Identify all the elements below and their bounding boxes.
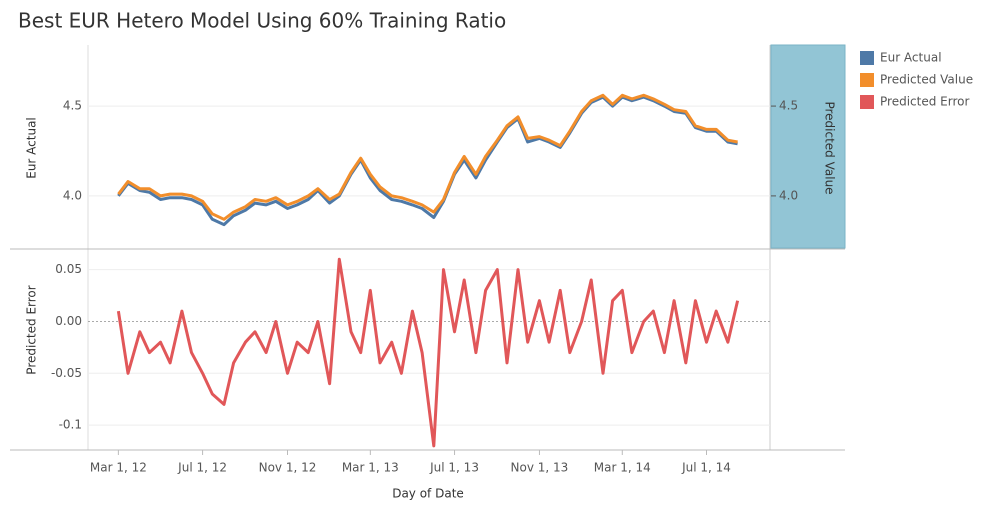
legend-label: Eur Actual	[880, 51, 942, 65]
chart-title: Best EUR Hetero Model Using 60% Training…	[18, 9, 506, 33]
y-axis-title: Predicted Error	[25, 285, 39, 374]
legend-swatch	[860, 95, 874, 109]
legend-swatch	[860, 51, 874, 65]
x-tick-label: Mar 1, 13	[342, 461, 399, 475]
series-line	[117, 95, 738, 227]
y2-axis-title: Predicted Value	[823, 101, 837, 194]
y-tick-label: 0.00	[55, 314, 82, 328]
y-axis-title: Eur Actual	[25, 117, 39, 179]
legend-label: Predicted Error	[880, 95, 969, 109]
y-tick-label: 0.05	[55, 262, 82, 276]
x-tick-label: Jul 1, 12	[177, 461, 227, 475]
y2-tick-label: 4.5	[779, 99, 798, 113]
legend-label: Predicted Value	[880, 73, 973, 87]
x-axis-title: Day of Date	[392, 487, 464, 501]
y2-axis-pane	[770, 44, 846, 249]
x-tick-label: Nov 1, 13	[511, 461, 569, 475]
x-tick-label: Nov 1, 12	[259, 461, 317, 475]
y-tick-label: -0.1	[59, 418, 82, 432]
x-tick-label: Mar 1, 14	[594, 461, 651, 475]
series-line	[117, 93, 738, 221]
x-tick-label: Mar 1, 12	[90, 461, 147, 475]
x-tick-label: Jul 1, 14	[681, 461, 731, 475]
y-tick-label: -0.05	[51, 366, 82, 380]
y-tick-label: 4.0	[63, 188, 82, 202]
y2-tick-label: 4.0	[779, 188, 798, 202]
x-tick-label: Jul 1, 13	[429, 461, 479, 475]
legend-swatch	[860, 73, 874, 87]
y-tick-label: 4.5	[63, 99, 82, 113]
series-line	[116, 257, 740, 448]
